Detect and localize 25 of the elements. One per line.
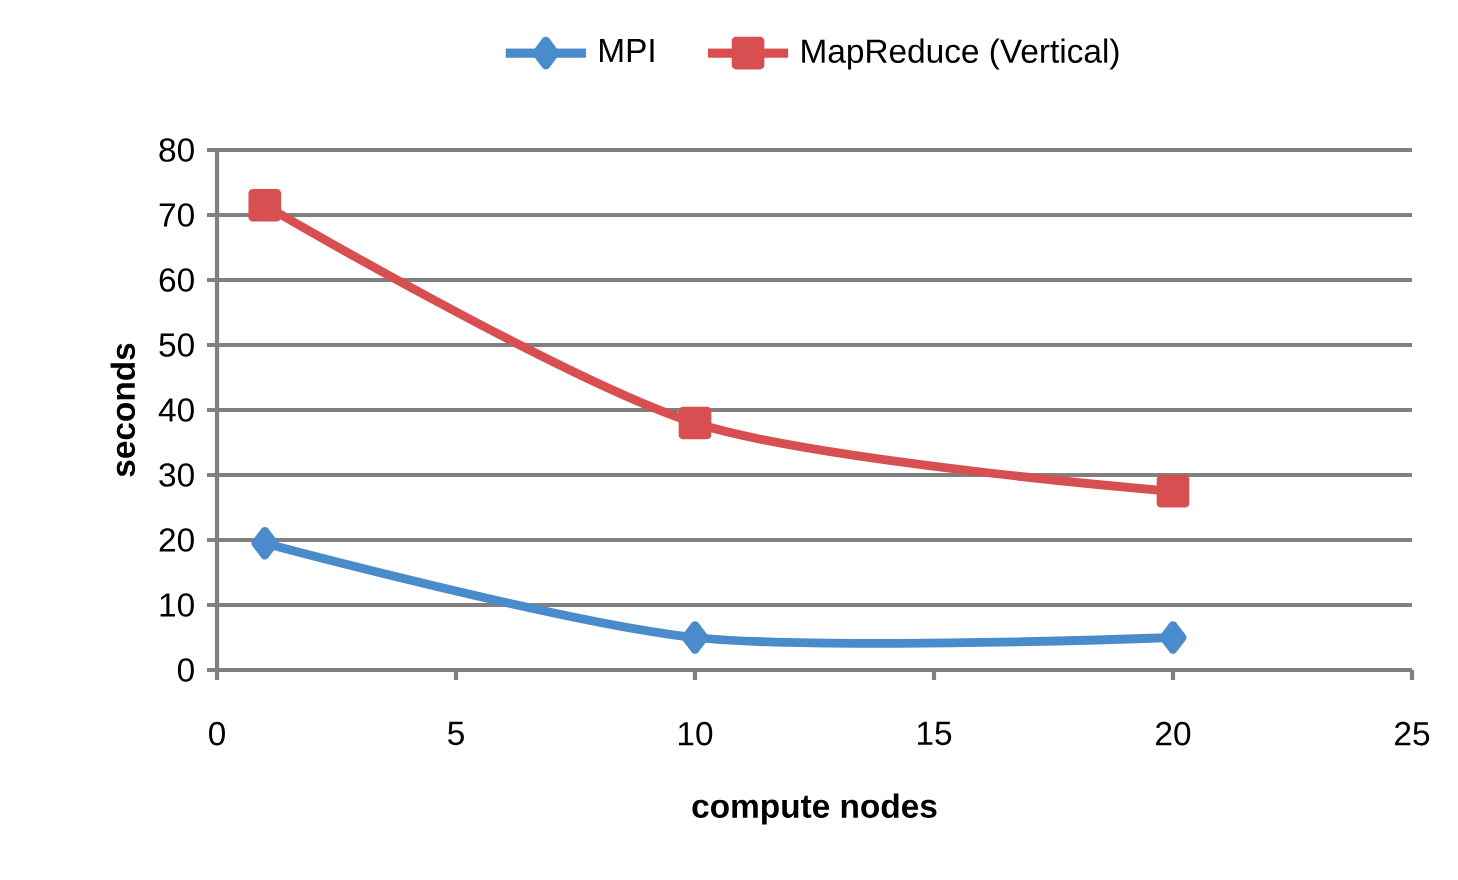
legend-label: MPI (600, 39, 654, 63)
point (1156, 474, 1190, 508)
y-tick-label: 80 (159, 138, 194, 162)
point (251, 526, 279, 560)
y-tick-label: 50 (159, 333, 194, 357)
y-tick-label: 40 (158, 398, 194, 422)
point (1159, 621, 1187, 654)
x-tick-label: 25 (1395, 721, 1430, 746)
y-axis-title: seconds (110, 343, 136, 477)
y-tick-label: 20 (159, 528, 194, 552)
point (248, 188, 282, 222)
legend-label: MapReduce (Vertical) (802, 38, 1119, 70)
y-tick-label: 10 (160, 593, 194, 617)
x-tick-label: 15 (917, 721, 952, 746)
y-tick-label: 0 (177, 658, 194, 682)
y-tick-label: 30 (159, 463, 194, 487)
point (678, 406, 712, 440)
y-tick-label: 70 (159, 203, 194, 227)
x-tick-label: 5 (448, 721, 464, 746)
x-tick-label: 0 (209, 721, 225, 746)
y-tick-label: 60 (159, 268, 194, 292)
x-tick-label: 10 (678, 721, 713, 746)
x-tick-label: 20 (1156, 721, 1191, 746)
x-axis-title: compute nodes (692, 793, 937, 825)
point (681, 621, 709, 654)
